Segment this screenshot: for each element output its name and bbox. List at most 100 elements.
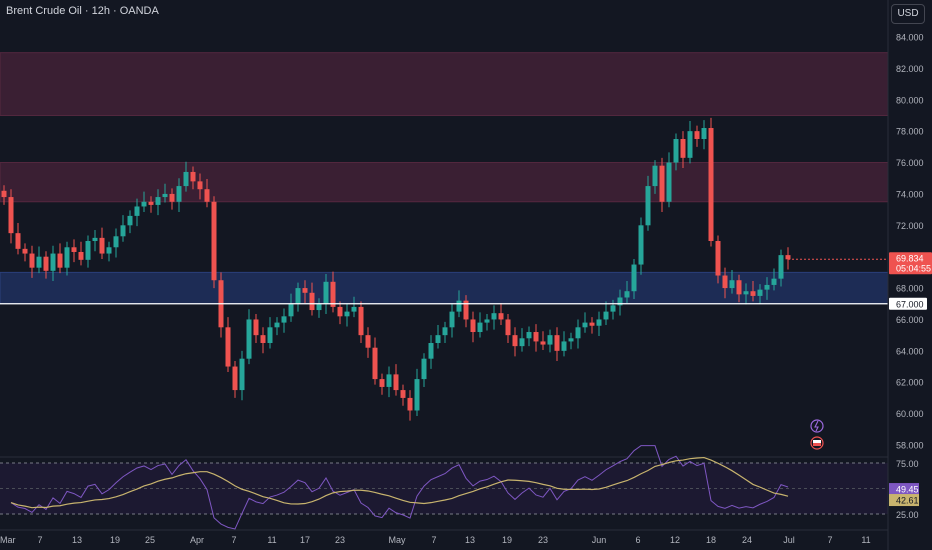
candle-body <box>309 292 315 311</box>
candle-body <box>407 397 413 411</box>
y-tick-label: 66.000 <box>896 315 924 325</box>
y-tick-label: 78.000 <box>896 127 924 137</box>
candle-body <box>428 343 434 359</box>
candle-body <box>491 313 497 320</box>
candle-body <box>652 165 658 187</box>
y-tick-label: 58.000 <box>896 441 924 451</box>
candle-body <box>421 358 427 380</box>
candle-body <box>85 241 91 260</box>
candle-body <box>183 171 189 187</box>
candle-body <box>393 374 399 391</box>
support-zone-2 <box>0 271 889 305</box>
candle-body <box>477 322 483 333</box>
candle-body <box>547 335 553 345</box>
rsi-ma-value: 42.61 <box>896 496 919 506</box>
candle-body <box>596 319 602 326</box>
candle-body <box>414 379 420 411</box>
candle-body <box>351 306 357 312</box>
x-tick-label: 11 <box>861 535 870 545</box>
countdown-label: 05:04:55 <box>896 263 931 273</box>
rsi-level-label: 75.00 <box>896 459 919 469</box>
candle-body <box>631 264 637 292</box>
x-tick-label: 23 <box>538 535 548 545</box>
candle-body <box>1 190 7 198</box>
candle-body <box>435 335 441 343</box>
level-tag <box>889 297 927 310</box>
candle-body <box>78 251 84 260</box>
x-tick-label: 6 <box>635 535 640 545</box>
candle-body <box>169 193 175 202</box>
candle-body <box>750 291 756 296</box>
candle-body <box>246 319 252 359</box>
candle-body <box>729 280 735 289</box>
candle-body <box>239 358 245 391</box>
candle-body <box>785 255 791 260</box>
candle-body <box>589 322 595 326</box>
candle-body <box>449 311 455 328</box>
y-tick-label: 80.000 <box>896 95 924 105</box>
x-tick-label: 24 <box>742 535 752 545</box>
candle-body <box>379 379 385 387</box>
candle-body <box>162 193 168 198</box>
candle-body <box>344 311 350 317</box>
x-tick-label: 18 <box>706 535 716 545</box>
candle-body <box>113 236 119 248</box>
candle-body <box>358 306 364 336</box>
candle-body <box>512 335 518 347</box>
candle-body <box>743 291 749 295</box>
candle-body <box>99 237 105 254</box>
currency-button[interactable]: USD <box>891 4 925 24</box>
candle-body <box>470 319 476 333</box>
x-tick-label: Jun <box>592 535 607 545</box>
candle-body <box>225 327 231 367</box>
x-tick-label: 7 <box>431 535 436 545</box>
x-tick-label: 23 <box>335 535 345 545</box>
candle-body <box>316 303 322 311</box>
bolt-icon <box>810 419 824 433</box>
y-tick-label: 74.000 <box>896 189 924 199</box>
y-tick-label: 72.000 <box>896 221 924 231</box>
y-tick-label: 64.000 <box>896 346 924 356</box>
candle-body <box>253 319 259 336</box>
rsi-ma-tag <box>889 494 919 507</box>
candle-body <box>666 162 672 202</box>
candle-body <box>15 233 21 249</box>
x-tick-label: 25 <box>145 535 155 545</box>
x-tick-label: Jul <box>783 535 795 545</box>
candle-body <box>400 390 406 398</box>
price-axis-bg <box>888 0 932 550</box>
candle-body <box>197 181 203 190</box>
resistance-zone-0 <box>0 52 889 116</box>
rsi-value: 49.45 <box>896 485 919 495</box>
candle-body <box>484 319 490 323</box>
candle-body <box>442 327 448 336</box>
candle-body <box>155 197 161 205</box>
candle-body <box>337 306 343 317</box>
y-tick-label: 82.000 <box>896 64 924 74</box>
price-tag <box>889 252 932 275</box>
x-tick-label: 17 <box>300 535 310 545</box>
flag-icon-stripe <box>813 443 821 446</box>
candle-body <box>148 201 154 205</box>
candle-body <box>603 311 609 320</box>
rsi-line <box>10 445 789 530</box>
candle-body <box>372 347 378 380</box>
x-tick-label: May <box>388 535 406 545</box>
candle-body <box>232 366 238 391</box>
candle-body <box>106 247 112 254</box>
candle-body <box>295 288 301 304</box>
level-label: 67.000 <box>896 299 924 309</box>
candle-body <box>638 225 644 265</box>
candle-body <box>43 256 49 271</box>
candle-body <box>211 201 217 281</box>
candle-body <box>176 186 182 202</box>
candle-body <box>134 206 140 216</box>
candle-body <box>617 297 623 306</box>
candle-body <box>323 281 329 304</box>
candle-body <box>8 197 14 234</box>
x-tick-label: Mar <box>0 535 16 545</box>
candle-body <box>687 131 693 158</box>
x-tick-label: 7 <box>231 535 236 545</box>
candle-body <box>694 131 700 139</box>
